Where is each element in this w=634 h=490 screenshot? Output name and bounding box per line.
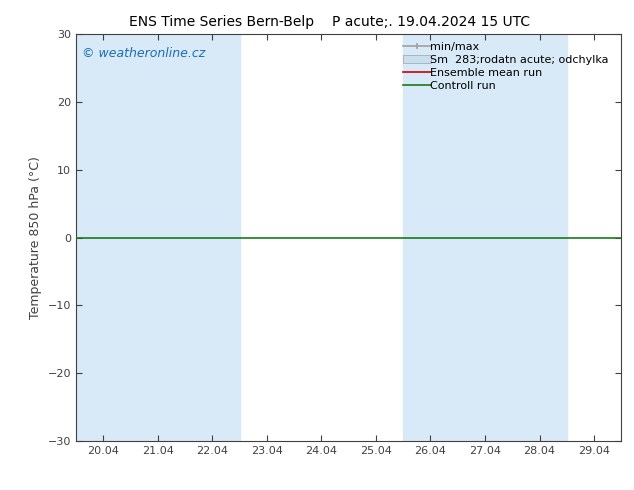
- Text: ENS Time Series Bern-Belp: ENS Time Series Bern-Belp: [129, 15, 314, 29]
- Bar: [512, 34, 567, 441]
- Bar: [185, 34, 240, 441]
- Bar: [76, 34, 131, 441]
- Legend: min/max, Sm  283;rodatn acute; odchylka, Ensemble mean run, Controll run: min/max, Sm 283;rodatn acute; odchylka, …: [401, 40, 616, 93]
- Text: P acute;. 19.04.2024 15 UTC: P acute;. 19.04.2024 15 UTC: [332, 15, 530, 29]
- Bar: [458, 34, 512, 441]
- Bar: [403, 34, 458, 441]
- Text: © weatheronline.cz: © weatheronline.cz: [82, 47, 205, 59]
- Y-axis label: Temperature 850 hPa (°C): Temperature 850 hPa (°C): [29, 156, 42, 319]
- Bar: [131, 34, 185, 441]
